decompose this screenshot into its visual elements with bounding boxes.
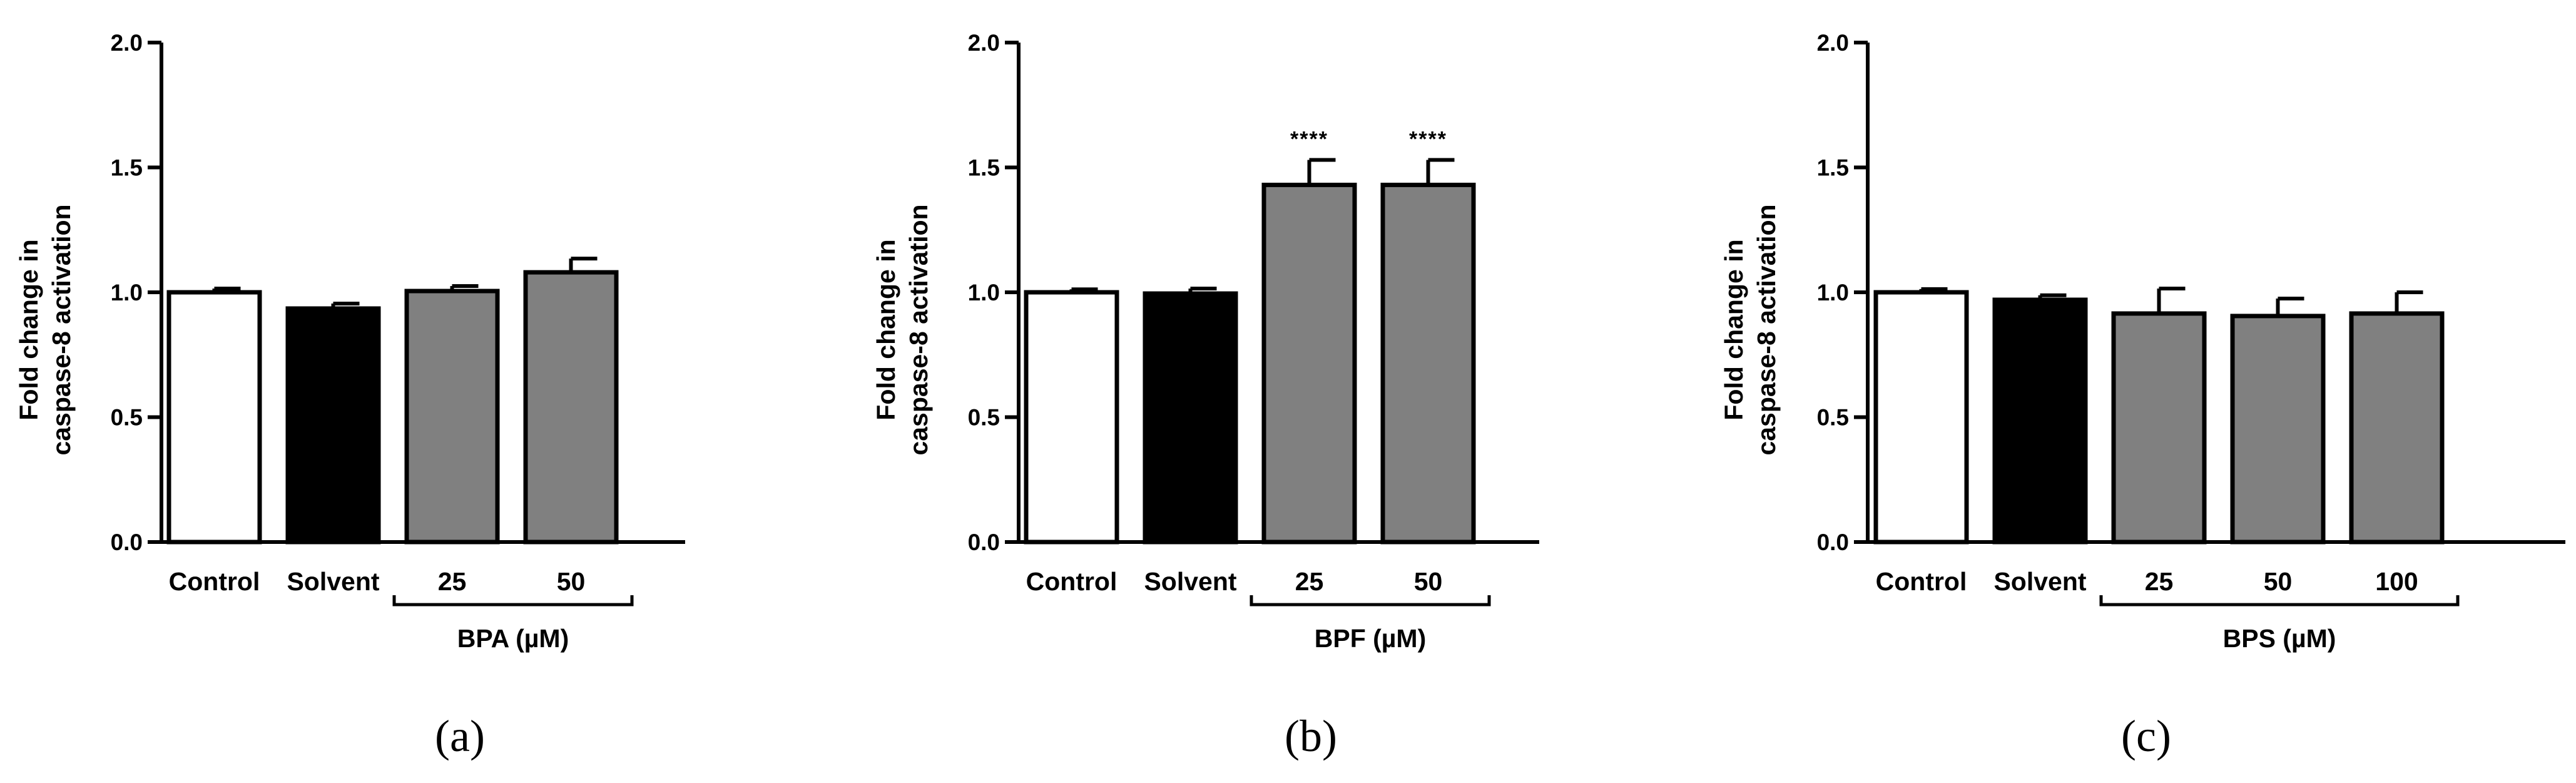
bar-50 xyxy=(523,270,619,545)
category-label: 25 xyxy=(2145,567,2174,596)
y-tick-label: 0.0 xyxy=(1817,530,1849,555)
category-label: Control xyxy=(169,567,260,596)
bar-100 xyxy=(2349,311,2445,545)
bar-50 xyxy=(1380,182,1476,545)
category-label: 50 xyxy=(2264,567,2293,596)
category-label: Solvent xyxy=(1993,567,2086,596)
y-tick-label: 1.5 xyxy=(968,155,1000,181)
category-label: 25 xyxy=(1295,567,1324,596)
y-axis-title-line: Fold change in xyxy=(1719,239,1748,420)
category-label: Control xyxy=(1026,567,1117,596)
y-axis-title: Fold change in caspase-8 activation xyxy=(1719,204,1781,455)
panel-label: (a) xyxy=(435,711,485,761)
y-axis-title-line: Fold change in xyxy=(14,239,43,420)
group-label: BPF (µM) xyxy=(1315,624,1426,653)
chart-panel-a: 0.0 0.5 1.0 1.5 2.0 Fold change in caspase-8 a… xyxy=(14,30,685,761)
category-label: 100 xyxy=(2375,567,2418,596)
y-tick-label: 1.0 xyxy=(111,280,143,305)
chart-panel-c: 0.0 0.5 1.0 1.5 2.0 Fold change in caspase-8 a… xyxy=(1719,30,2565,761)
y-tick-label: 1.0 xyxy=(1817,280,1849,305)
category-label: 50 xyxy=(557,567,586,596)
group-label: BPA (µM) xyxy=(457,624,569,653)
category-label: Solvent xyxy=(1144,567,1236,596)
y-tick-label: 2.0 xyxy=(111,30,143,56)
group-label: BPS (µM) xyxy=(2223,624,2336,653)
panel-label: (b) xyxy=(1285,711,1337,761)
category-label: Solvent xyxy=(287,567,379,596)
y-tick-label: 1.5 xyxy=(1817,155,1849,181)
significance-marker: **** xyxy=(1409,128,1447,151)
category-label: 25 xyxy=(438,567,467,596)
y-tick-label: 0.0 xyxy=(968,530,1000,555)
bar-25 xyxy=(2111,311,2207,545)
group-bracket xyxy=(2099,595,2460,606)
y-axis-title: Fold change in caspase-8 activation xyxy=(872,204,933,455)
y-tick-label: 0.0 xyxy=(111,530,143,555)
category-label: Control xyxy=(1876,567,1967,596)
y-axis-title-line: caspase-8 activation xyxy=(904,204,933,455)
y-axis-title-line: caspase-8 activation xyxy=(1752,204,1781,455)
y-tick-label: 0.5 xyxy=(111,405,143,431)
y-tick-label: 0.5 xyxy=(1817,405,1849,431)
category-label: 50 xyxy=(1414,567,1443,596)
bar-solvent xyxy=(285,306,381,545)
y-axis-title-line: Fold change in xyxy=(872,239,900,420)
y-axis-title: Fold change in caspase-8 activation xyxy=(14,204,76,455)
panel-label: (c) xyxy=(2121,711,2171,761)
group-bracket xyxy=(1250,595,1491,606)
bar-50 xyxy=(2230,314,2326,545)
y-axis-title-line: caspase-8 activation xyxy=(47,204,76,455)
bar-25 xyxy=(1261,182,1357,545)
group-bracket xyxy=(392,595,634,606)
y-tick-label: 2.0 xyxy=(968,30,1000,56)
chart-panel-b: 0.0 0.5 1.0 1.5 2.0 Fold change in caspase-8 a… xyxy=(872,30,1539,761)
bar-control xyxy=(1024,290,1119,545)
bar-solvent xyxy=(1992,297,2088,545)
bar-25 xyxy=(404,289,500,545)
y-tick-label: 1.0 xyxy=(968,280,1000,305)
significance-marker: **** xyxy=(1290,128,1328,151)
y-tick-label: 2.0 xyxy=(1817,30,1849,56)
y-tick-label: 0.5 xyxy=(968,405,1000,431)
y-tick-label: 1.5 xyxy=(111,155,143,181)
bar-control xyxy=(166,290,262,545)
bar-solvent xyxy=(1143,291,1238,545)
bar-control xyxy=(1873,290,1969,545)
